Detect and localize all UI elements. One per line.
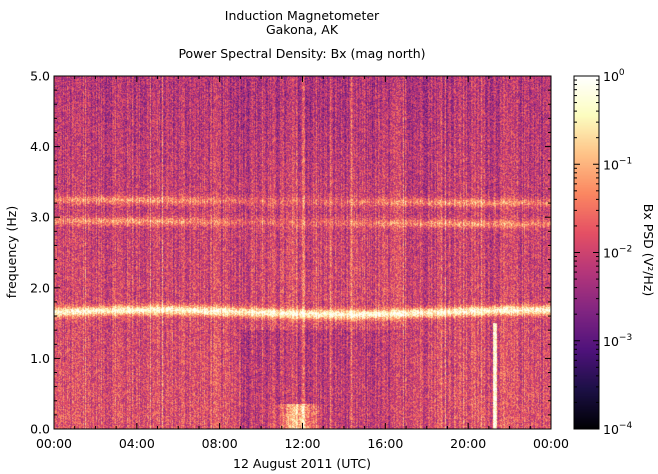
x-tick-label: 08:00 (202, 436, 238, 451)
y-tick-label: 5.0 (30, 69, 50, 84)
colorbar: 100 10−1 10−2 10−3 10−4 Bx PSD (V²/Hz) (573, 68, 656, 437)
x-tick-label: 00:00 (36, 436, 72, 451)
x-tick-label: 04:00 (119, 436, 155, 451)
spectrogram-heatmap-image (54, 76, 551, 429)
colorbar-tick-label: 10−2 (603, 245, 632, 261)
chart-title-line-2: Gakona, AK (266, 22, 339, 37)
colorbar-tick-label: 100 (603, 68, 625, 84)
y-tick-label: 1.0 (30, 351, 50, 366)
x-axis: 00:00 04:00 08:00 12:00 16:00 20:00 00:00 (36, 76, 569, 451)
x-tick-label: 12:00 (284, 436, 320, 451)
x-axis-label: 12 August 2011 (UTC) (233, 456, 371, 471)
y-axis-label: frequency (Hz) (4, 206, 19, 298)
x-tick-label: 16:00 (367, 436, 403, 451)
colorbar-tick-label: 10−3 (603, 333, 632, 349)
x-tick-label: 00:00 (533, 436, 569, 451)
y-tick-label: 2.0 (30, 280, 50, 295)
x-tick-label: 20:00 (450, 436, 486, 451)
y-axis: 0.0 1.0 2.0 3.0 4.0 5.0 (30, 69, 551, 437)
colorbar-tick-label: 10−4 (603, 421, 632, 437)
y-tick-label: 0.0 (30, 422, 50, 437)
chart-title-line-1: Induction Magnetometer (225, 8, 380, 23)
y-tick-label: 4.0 (30, 139, 50, 154)
y-tick-label: 3.0 (30, 210, 50, 225)
colorbar-tick-label: 10−1 (603, 156, 632, 172)
spectrogram-plot (53, 75, 552, 430)
colorbar-label: Bx PSD (V²/Hz) (641, 204, 656, 297)
chart-subtitle: Power Spectral Density: Bx (mag north) (178, 46, 425, 61)
